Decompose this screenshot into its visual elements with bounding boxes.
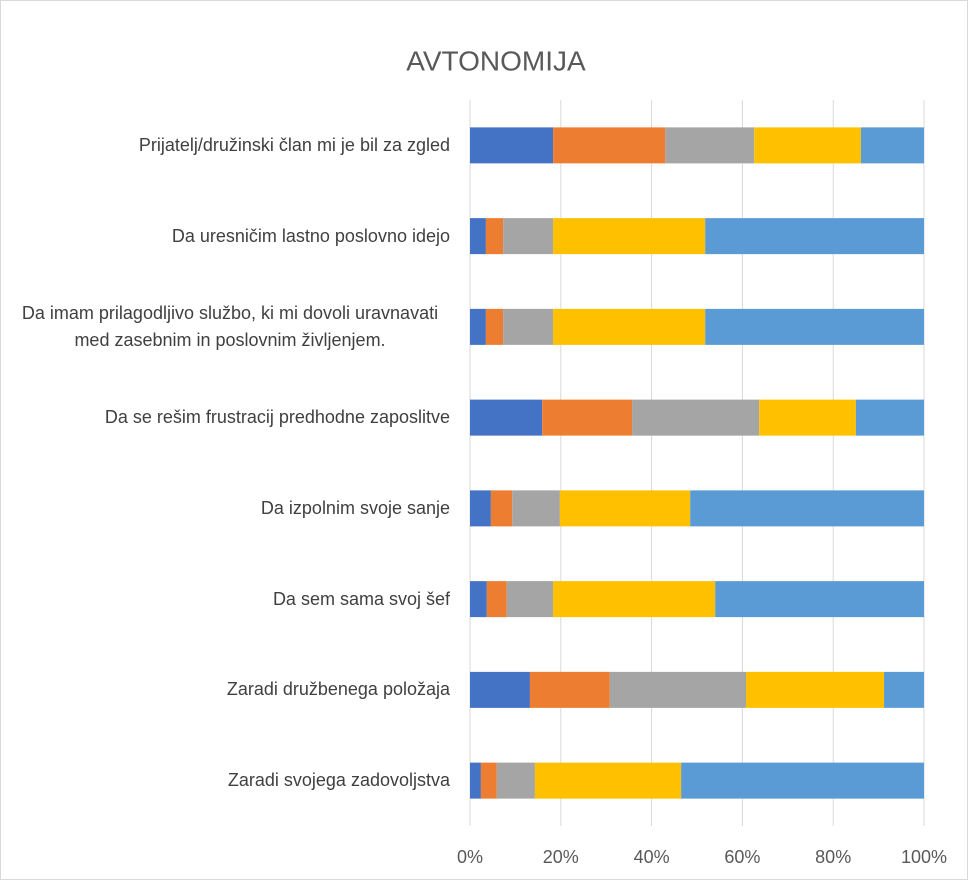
bar-segment xyxy=(506,581,554,618)
bar-segment xyxy=(542,399,633,436)
bar-segment xyxy=(746,671,885,708)
bar-segment xyxy=(665,127,755,164)
bar-segment xyxy=(632,399,760,436)
bar-segment xyxy=(754,127,861,164)
bar-segment xyxy=(534,762,682,799)
bar-segment xyxy=(470,218,486,255)
bar-segment xyxy=(470,399,543,436)
bar-segment xyxy=(690,490,924,527)
category-text: Da izpolnim svoje sanje xyxy=(260,497,450,518)
category-label: Zaradi družbenega položaja xyxy=(10,676,450,703)
bar-segment xyxy=(470,308,486,345)
bar-segment xyxy=(490,490,513,527)
bar-segment xyxy=(470,671,530,708)
bar-segment xyxy=(503,308,554,345)
x-tick-label: 20% xyxy=(543,847,579,867)
category-text: Zaradi družbenega položaja xyxy=(226,679,450,700)
category-text: Da imam prilagodljivo službo, ki mi dovo… xyxy=(21,302,439,350)
bar-segment xyxy=(884,671,924,708)
bar-segment xyxy=(609,671,747,708)
bar-segment xyxy=(553,581,716,618)
x-tick-label: 100% xyxy=(901,847,947,867)
bar-segment xyxy=(503,218,554,255)
bar-segment xyxy=(553,127,666,164)
bar-segment xyxy=(496,762,535,799)
category-label: Da se rešim frustracij predhodne zaposli… xyxy=(10,404,450,431)
category-text: Da se rešim frustracij predhodne zaposli… xyxy=(104,407,450,428)
bar-segment xyxy=(486,581,507,618)
category-text: Da sem sama svoj šef xyxy=(272,588,450,609)
chart-title: AVTONOMIJA xyxy=(406,45,586,76)
category-text: Zaradi svojega zadovoljstva xyxy=(227,770,450,791)
category-text: Da uresničim lastno poslovno idejo xyxy=(171,225,450,246)
bar-segment xyxy=(553,308,706,345)
category-label: Zaradi svojega zadovoljstva xyxy=(10,767,450,794)
bar-segment xyxy=(485,308,504,345)
x-tick-label: 80% xyxy=(815,847,851,867)
bar-segment xyxy=(705,308,924,345)
x-tick-label: 0% xyxy=(457,847,483,867)
bar-segment xyxy=(480,762,497,799)
bar-segment xyxy=(705,218,924,255)
category-label: Da imam prilagodljivo službo, ki mi dovo… xyxy=(10,300,450,354)
bar-segment xyxy=(553,218,706,255)
bar-segment xyxy=(855,399,924,436)
category-label: Prijatelj/družinski član mi je bil za zg… xyxy=(10,132,450,159)
category-label: Da uresničim lastno poslovno idejo xyxy=(10,223,450,250)
category-label: Da sem sama svoj šef xyxy=(10,586,450,613)
category-label: Da izpolnim svoje sanje xyxy=(10,495,450,522)
bar-segment xyxy=(860,127,924,164)
bar-segment xyxy=(470,127,554,164)
bar-segment xyxy=(759,399,856,436)
x-tick-label: 60% xyxy=(724,847,760,867)
bar-segment xyxy=(512,490,560,527)
bar-segment xyxy=(559,490,691,527)
bar-segment xyxy=(470,762,481,799)
bar-segment xyxy=(485,218,504,255)
x-tick-label: 40% xyxy=(634,847,670,867)
bar-segment xyxy=(470,490,491,527)
bar-segment xyxy=(470,581,487,618)
category-text: Prijatelj/družinski član mi je bil za zg… xyxy=(138,134,450,155)
bar-segment xyxy=(715,581,924,618)
bar-segment xyxy=(681,762,924,799)
bar-segment xyxy=(529,671,610,708)
